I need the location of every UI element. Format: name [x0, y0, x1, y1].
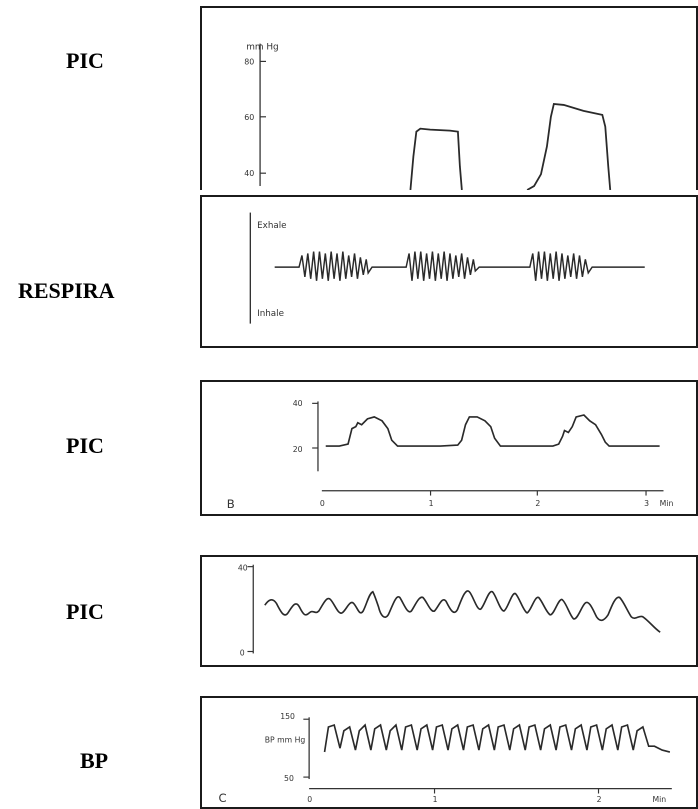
trace-bp — [323, 723, 671, 753]
y-tick-label: 40 — [244, 169, 254, 178]
x-tick-label: 1 — [429, 499, 434, 508]
chart-svg-pic-1: mm Hg 80 60 40 — [244, 43, 612, 190]
trace-pic-1 — [409, 102, 612, 190]
chart-svg-pic-3: 40 0 — [238, 564, 661, 657]
x-tick-label: 2 — [597, 795, 602, 804]
y-tick-label: 20 — [293, 445, 303, 454]
x-tick-label: 2 — [535, 499, 540, 508]
x-tick-label: 0 — [307, 795, 312, 804]
chart-panel-pic-3: 40 0 — [200, 555, 698, 667]
row-label-respira: RESPIRA — [18, 278, 115, 303]
x-axis-unit: Min — [660, 499, 674, 508]
trace-respira — [274, 251, 645, 281]
row-label-bp: BP — [80, 748, 109, 773]
y-tick-label: 0 — [240, 648, 245, 657]
chart-panel-respira: Exhale Inhale — [200, 195, 698, 348]
y-tick-label: 80 — [244, 57, 254, 66]
x-tick-label: 1 — [433, 795, 438, 804]
row-label-pic-3: PIC — [66, 599, 104, 624]
y-axis-unit: BP mm Hg — [265, 735, 306, 744]
chart-svg-respira: Exhale Inhale — [249, 212, 645, 324]
y-tick-label: 60 — [244, 113, 254, 122]
chart-svg-pic-2: 40 20 0 1 2 3 Min B — [227, 399, 674, 511]
y-tick-label: 40 — [238, 564, 248, 573]
row-label-pic-2: PIC — [66, 433, 104, 458]
x-axis-unit: Min — [653, 795, 667, 804]
label-exhale: Exhale — [257, 221, 286, 231]
y-tick-label: 150 — [280, 712, 295, 721]
panel-letter-c: C — [218, 791, 226, 805]
label-inhale: Inhale — [257, 309, 284, 319]
y-tick-label: 40 — [293, 399, 303, 408]
row-label-pic-1: PIC — [66, 48, 104, 73]
x-tick-label: 0 — [320, 499, 325, 508]
chart-panel-pic-1: mm Hg 80 60 40 — [200, 6, 698, 190]
y-axis-unit: mm Hg — [246, 43, 278, 53]
chart-panel-bp: 150 50 BP mm Hg 0 1 2 Min C — [200, 696, 698, 809]
x-tick-label: 3 — [644, 499, 649, 508]
chart-svg-bp: 150 50 BP mm Hg 0 1 2 Min C — [218, 712, 672, 805]
chart-panel-pic-2: 40 20 0 1 2 3 Min B — [200, 380, 698, 516]
panel-letter-b: B — [227, 497, 235, 511]
y-tick-label: 50 — [284, 774, 294, 783]
trace-pic-2 — [325, 414, 660, 447]
trace-pic-3 — [264, 590, 661, 633]
